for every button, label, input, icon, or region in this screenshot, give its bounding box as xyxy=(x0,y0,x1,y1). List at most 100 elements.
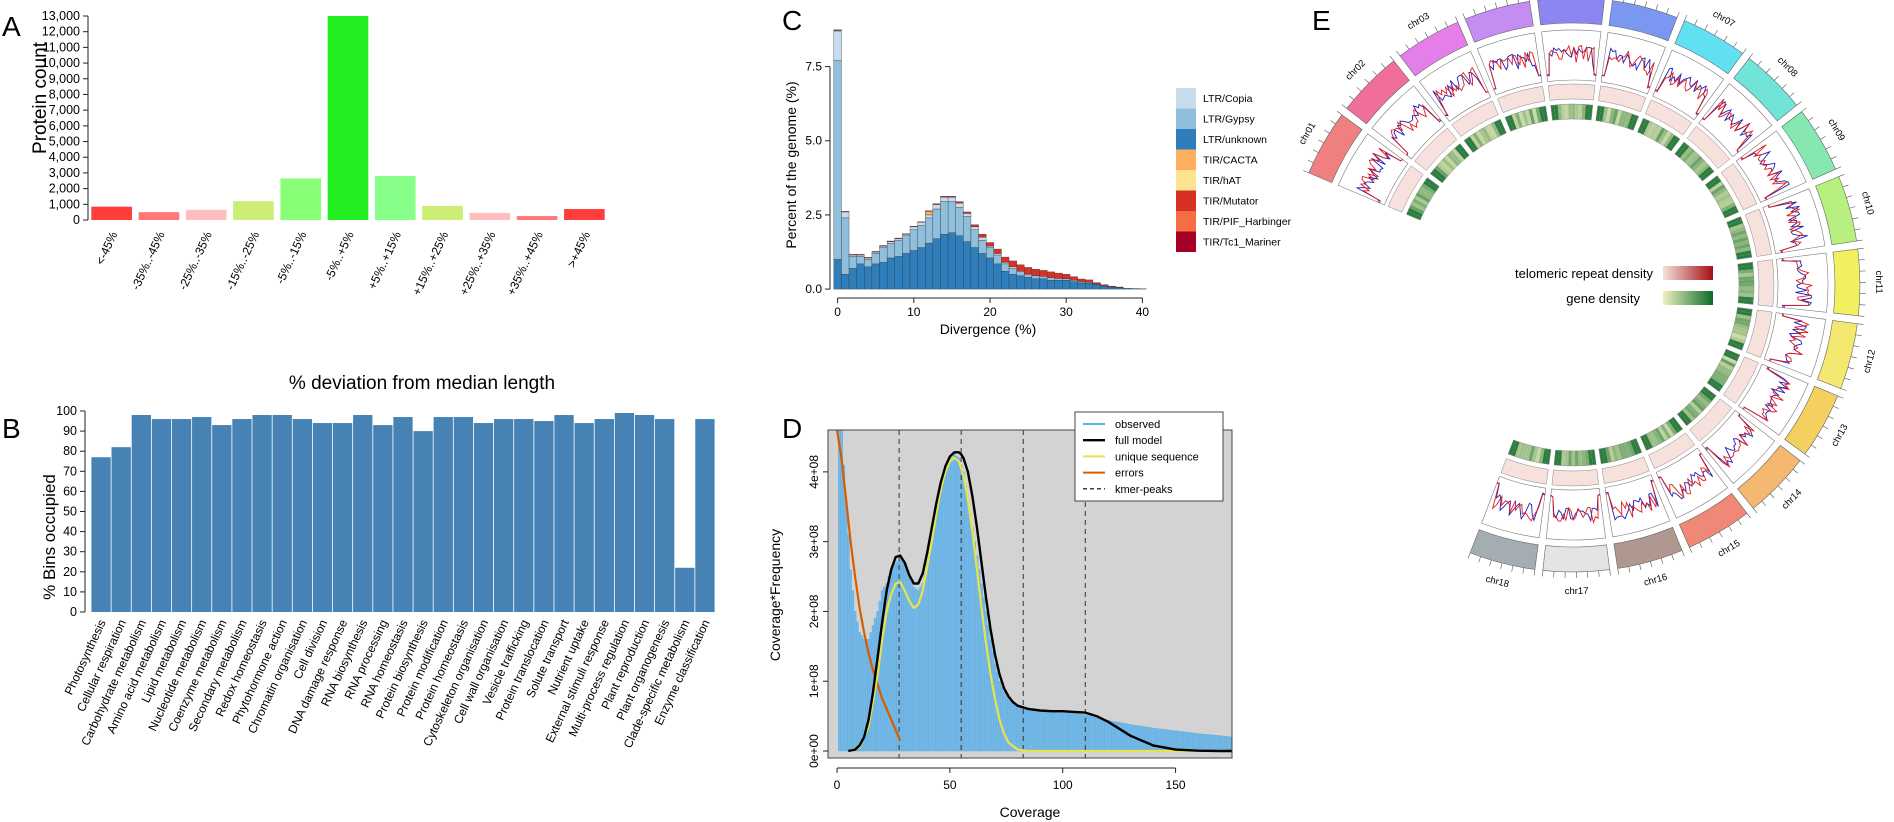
panel-e-ideogram-tick xyxy=(1396,50,1401,57)
panel-e-chromosome-band xyxy=(1781,111,1836,180)
panel-d-observed-bar xyxy=(971,527,974,752)
panel-e-ideogram-tick xyxy=(1372,70,1378,76)
panel-label-a: A xyxy=(2,11,21,42)
panel-d-observed-bar xyxy=(1199,733,1202,752)
panel-e-ideogram-tick xyxy=(1623,0,1625,3)
panel-e-ideogram-tick xyxy=(1318,139,1324,144)
panel-e-density-line xyxy=(1390,104,1441,156)
panel-d-observed-bar xyxy=(1061,711,1065,752)
panel-c-bar-segment xyxy=(841,211,850,213)
panel-a-xtick-label: >+45% xyxy=(564,229,593,270)
panel-e-line-track xyxy=(1652,49,1725,121)
panel-e-gene-density-cell xyxy=(1511,441,1520,457)
panel-e-ideogram-tick xyxy=(1666,7,1669,14)
panel-d-observed-bar xyxy=(1104,719,1107,752)
panel-e-gene-density-cell xyxy=(1698,166,1712,179)
panel-c-bar-segment xyxy=(902,234,911,236)
panel-c-bar-segment xyxy=(894,256,903,290)
panel-b-bar xyxy=(332,423,353,612)
panel-e-gene-density-cell xyxy=(1630,115,1639,131)
panel-a-bar xyxy=(469,212,511,220)
panel-e-gene-density-cell xyxy=(1564,450,1569,466)
panel-d-observed-bar xyxy=(1190,732,1193,752)
panel-c-bar-segment xyxy=(986,247,994,259)
panel-c-legend-swatch xyxy=(1176,129,1196,150)
panel-e-gene-density-cell xyxy=(1709,377,1724,389)
panel-d-legend-label: full model xyxy=(1115,435,1162,447)
panel-e-telomeric-track xyxy=(1686,125,1731,169)
panel-e-gene-track-outline xyxy=(1704,175,1739,219)
panel-e-gene-density-cell xyxy=(1693,396,1708,410)
panel-e-gene-density-cell xyxy=(1423,180,1438,192)
panel-e-ideogram-tick xyxy=(1303,170,1309,174)
panel-e-ideogram-tick xyxy=(1709,537,1713,543)
panel-e-ideogram-tick xyxy=(1858,315,1865,317)
panel-e-legend-gene-label: gene density xyxy=(1566,291,1640,306)
panel-e-ideogram-tick xyxy=(1341,104,1347,109)
panel-e-gene-density-cell xyxy=(1531,446,1539,462)
panel-c-legend-swatch xyxy=(1176,190,1196,211)
panel-e-density-line xyxy=(1550,494,1601,525)
panel-e-gene-density-cell xyxy=(1722,355,1738,365)
panel-b-bar xyxy=(292,419,313,612)
panel-a-xtick-label: -25%..-35% xyxy=(176,229,215,292)
panel-a-bar xyxy=(185,209,227,220)
panel-d-observed-bar xyxy=(1090,716,1094,752)
panel-e-gene-density-cell xyxy=(1568,104,1572,120)
panel-e-chromosome-band xyxy=(1613,526,1683,569)
panel-b-bar xyxy=(272,415,292,612)
panel-e-gene-density-cell xyxy=(1674,142,1687,156)
panel-e-gene-density-cell xyxy=(1614,109,1622,126)
panel-c-bar-segment xyxy=(993,248,1002,254)
panel-d-legend-label: kmer-peaks xyxy=(1115,484,1173,496)
panel-e-gene-density-cell xyxy=(1633,438,1642,454)
panel-e-gene-density-cell xyxy=(1469,134,1481,149)
panel-d-observed-bar xyxy=(1217,735,1220,752)
panel-c-bar-segment xyxy=(940,196,949,202)
panel-e-gene-density-cell xyxy=(1660,131,1672,146)
panel-d-observed-bar xyxy=(1043,710,1046,752)
panel-e-gene-density-cell xyxy=(1444,155,1458,169)
panel-c-legend-swatch xyxy=(1176,211,1196,232)
panel-e-ideogram-tick xyxy=(1852,217,1859,220)
panel-c-legend-swatch xyxy=(1176,108,1196,129)
panel-e-ideogram-tick xyxy=(1473,9,1476,16)
panel-e-gene-density-cell xyxy=(1472,132,1484,147)
panel-e-ideogram-tick xyxy=(1478,556,1481,563)
panel-c-bar-segment xyxy=(1054,280,1063,290)
panel-e-gene-density-cell xyxy=(1640,119,1650,135)
panel-e-gene-density-cell xyxy=(1726,216,1742,226)
panel-c-bar-segment xyxy=(978,239,987,254)
panel-e-gene-density-cell xyxy=(1409,204,1425,215)
panel-e-ideogram-tick xyxy=(1533,569,1536,576)
panel-d-observed-bar xyxy=(1192,732,1195,752)
panel-e-gene-density-cell xyxy=(1505,116,1514,132)
panel-b-bar xyxy=(151,419,172,612)
panel-b-ytick-label: 80 xyxy=(63,444,77,458)
panel-e-gene-density-cell xyxy=(1734,243,1750,250)
panel-e-gene-density-cell xyxy=(1727,219,1744,229)
panel-c-bar-segment xyxy=(963,213,972,217)
panel-e-ideogram-tick xyxy=(1742,48,1747,54)
panel-c-bar-segment xyxy=(932,238,941,290)
panel-d-observed-bar xyxy=(1156,728,1159,752)
panel-c-bar-segment xyxy=(970,247,979,290)
panel-e-chromosome-band xyxy=(1674,20,1744,75)
panel-d-observed-bar xyxy=(1038,710,1042,752)
panel-e-gene-density-cell xyxy=(1682,148,1695,163)
panel-a-ytick-label: 3,000 xyxy=(49,166,80,180)
panel-d-observed-bar xyxy=(1108,720,1112,752)
panel-e-gene-density-cell xyxy=(1487,123,1498,139)
panel-b-bar xyxy=(594,419,614,612)
panel-e-gene-density-cell xyxy=(1608,108,1616,124)
panel-e-gene-density-cell xyxy=(1705,175,1720,188)
panel-a-chart: Protein count % deviation from median le… xyxy=(30,9,605,394)
panel-c-bar-segment xyxy=(978,234,987,238)
panel-c-bar-segment xyxy=(841,274,850,290)
panel-e-density-line xyxy=(1704,413,1755,468)
panel-e-ideogram-tick xyxy=(1857,323,1864,325)
panel-e-ideogram-tick xyxy=(1676,11,1680,18)
panel-d-observed-bar xyxy=(1000,686,1004,752)
panel-e-gene-density-cell xyxy=(1464,138,1476,153)
